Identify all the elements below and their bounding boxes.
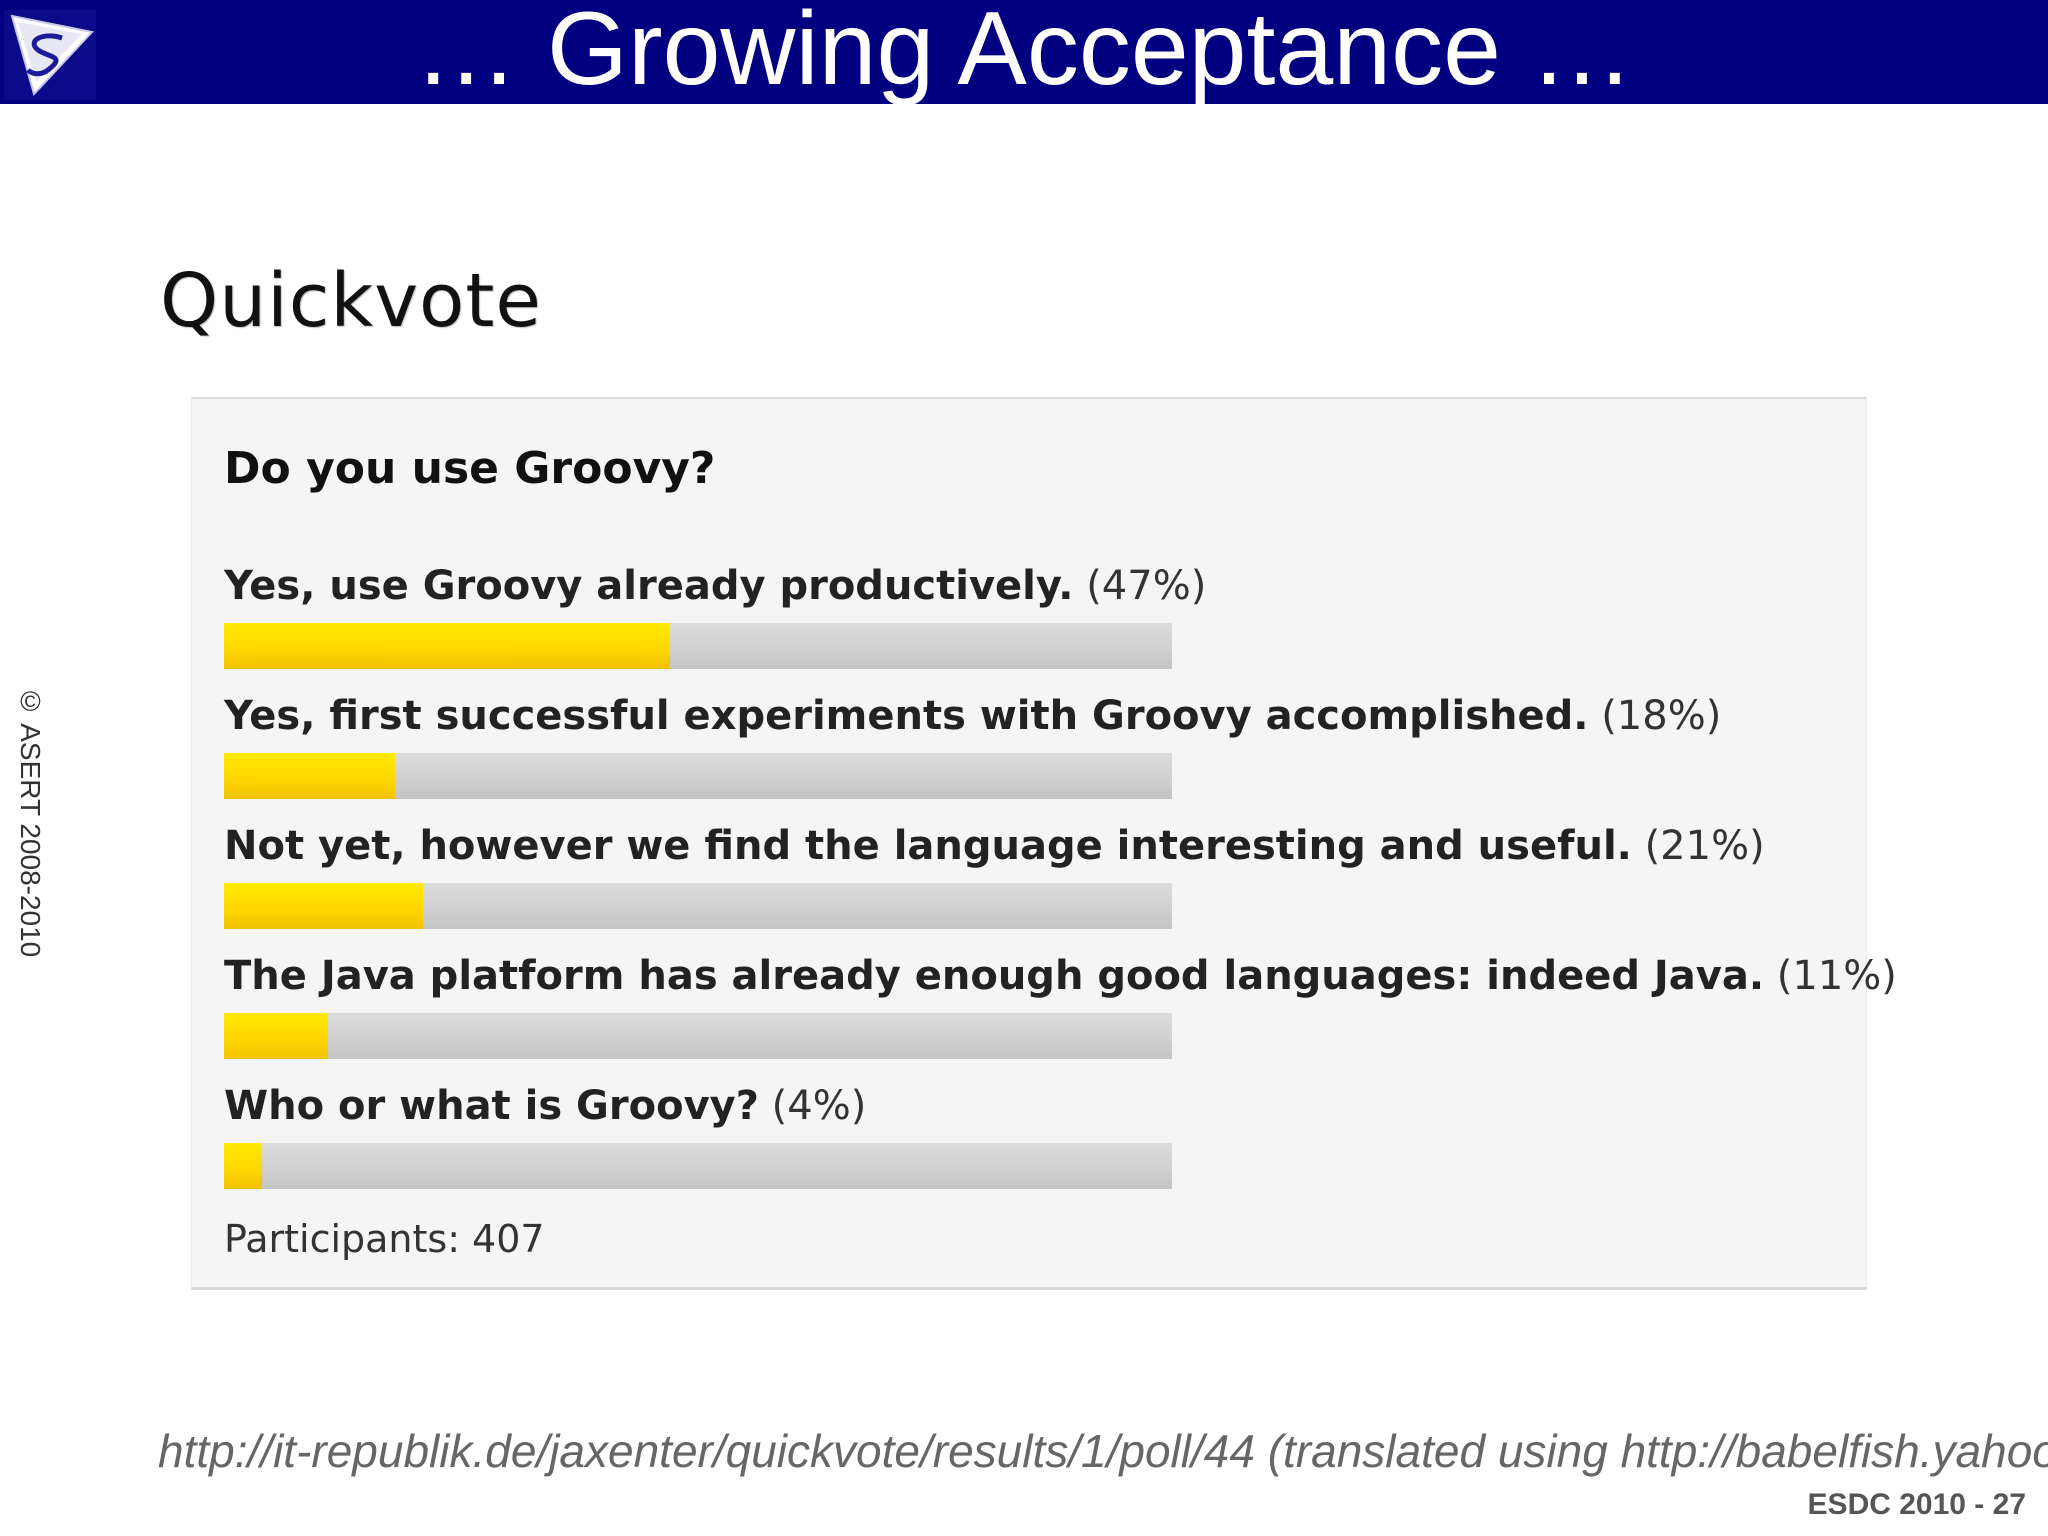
- poll-option-text: Who or what is Groovy? (4%): [224, 1079, 1172, 1133]
- poll-option-text: Yes, use Groovy already productively. (4…: [224, 559, 1206, 613]
- source-url[interactable]: http://it-republik.de/jaxenter/quickvote…: [158, 1425, 2048, 1477]
- quickvote-heading: Quickvote: [160, 258, 542, 344]
- poll-option-percent: (18%): [1601, 693, 1722, 739]
- copyright-notice: © ASERT 2008-2010: [15, 686, 46, 958]
- poll-bar-fill: [224, 753, 395, 799]
- poll-bar-fill: [224, 1143, 262, 1189]
- poll-option: Who or what is Groovy? (4%): [224, 1079, 1172, 1189]
- participants-label: Participants:: [224, 1217, 461, 1261]
- poll-bar-track: [224, 1013, 1172, 1059]
- poll-bar-track: [224, 1143, 1172, 1189]
- slide-title: … Growing Acceptance …: [414, 0, 1634, 107]
- poll-bar-fill: [224, 1013, 329, 1059]
- poll-option-label: The Java platform has already enough goo…: [224, 953, 1765, 999]
- poll-bar-track: [224, 623, 1172, 669]
- poll-option-percent: (11%): [1776, 953, 1897, 999]
- poll-bar-fill: [224, 883, 424, 929]
- poll-option-text: Yes, first successful experiments with G…: [224, 689, 1721, 743]
- participants-row: Participants: 407: [224, 1217, 545, 1261]
- poll-option: Not yet, however we find the language in…: [224, 819, 1765, 929]
- poll-option: The Java platform has already enough goo…: [224, 949, 1897, 1059]
- poll-option-text: The Java platform has already enough goo…: [224, 949, 1897, 1003]
- poll-option-percent: (47%): [1086, 563, 1207, 609]
- poll-question: Do you use Groovy?: [224, 443, 716, 494]
- poll-option: Yes, first successful experiments with G…: [224, 689, 1721, 799]
- poll-option-label: Yes, use Groovy already productively.: [224, 563, 1074, 609]
- poll-bar-track: [224, 753, 1172, 799]
- slide-footer: ESDC 2010 - 27: [1807, 1488, 2026, 1521]
- slide-header: … Growing Acceptance …: [0, 0, 2048, 104]
- asert-logo-icon: [4, 10, 96, 100]
- poll-option-label: Who or what is Groovy?: [224, 1083, 759, 1129]
- participants-count: 407: [472, 1217, 545, 1261]
- poll-bar-track: [224, 883, 1172, 929]
- poll-option: Yes, use Groovy already productively. (4…: [224, 559, 1206, 669]
- poll-option-percent: (21%): [1644, 823, 1765, 869]
- poll-option-text: Not yet, however we find the language in…: [224, 819, 1765, 873]
- poll-bar-fill: [224, 623, 670, 669]
- poll-option-percent: (4%): [771, 1083, 867, 1129]
- poll-option-label: Not yet, however we find the language in…: [224, 823, 1632, 869]
- poll-results-panel: Do you use Groovy? Yes, use Groovy alrea…: [191, 397, 1897, 1290]
- poll-option-label: Yes, first successful experiments with G…: [224, 693, 1589, 739]
